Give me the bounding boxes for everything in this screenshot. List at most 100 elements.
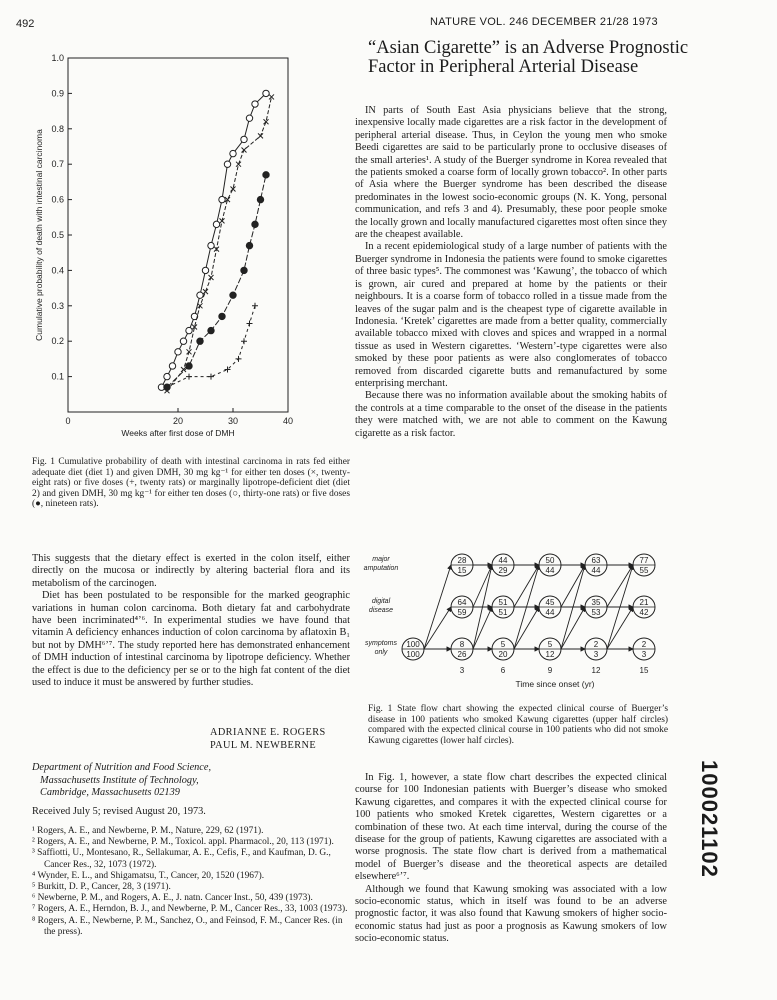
node-upper-value: 64 xyxy=(458,598,467,607)
reference-item: ⁴ Wynder, E. L., and Shigamatsu, T., Can… xyxy=(32,870,265,881)
flow-arrow xyxy=(606,564,635,650)
series-line xyxy=(161,93,267,388)
node-lower-value: 53 xyxy=(592,608,601,617)
data-point xyxy=(235,355,242,362)
journal-header: NATURE VOL. 246 DECEMBER 21/28 1973 xyxy=(430,16,658,28)
flow-arrow xyxy=(423,606,452,650)
data-point xyxy=(256,195,265,204)
node-upper-value: 5 xyxy=(501,640,506,649)
data-point xyxy=(230,186,236,192)
author-name: ADRIANNE E. ROGERS xyxy=(210,727,326,738)
article-title: “Asian Cigarette” is an Adverse Prognost… xyxy=(368,38,689,77)
node-lower-value: 20 xyxy=(499,650,508,659)
time-tick-label: 9 xyxy=(548,666,553,675)
paragraph: IN parts of South East Asia physicians b… xyxy=(355,105,667,241)
paragraph: In Fig. 1, however, a state flow chart d… xyxy=(355,772,667,883)
node-upper-value: 2 xyxy=(642,640,647,649)
node-upper-value: 77 xyxy=(640,556,649,565)
data-point xyxy=(207,326,215,335)
node-upper-value: 63 xyxy=(592,556,601,565)
flow-arrow xyxy=(423,564,453,650)
node-lower-value: 59 xyxy=(458,608,467,617)
row-label: disease xyxy=(369,607,393,614)
right-body-text-2: In Fig. 1, however, a state flow chart d… xyxy=(355,772,667,946)
data-point xyxy=(201,266,210,275)
series-line xyxy=(166,305,256,388)
node-upper-value: 45 xyxy=(546,598,555,607)
data-point xyxy=(186,373,192,380)
data-point xyxy=(207,241,215,250)
received-date: Received July 5; revised August 20, 1973… xyxy=(32,806,206,817)
data-point xyxy=(252,302,258,309)
data-point xyxy=(196,291,204,299)
y-tick-label: 0.3 xyxy=(51,301,64,311)
flow-chart-caption: Fig. 1 State flow chart showing the expe… xyxy=(368,704,668,746)
node-upper-value: 44 xyxy=(499,556,508,565)
data-point xyxy=(212,220,221,229)
author-name: PAUL M. NEWBERNE xyxy=(210,739,317,751)
flow-arrow xyxy=(560,606,586,650)
data-point xyxy=(185,362,193,370)
data-point xyxy=(196,337,204,345)
y-axis-label: Cumulative probability of death with int… xyxy=(34,129,44,341)
series-line xyxy=(166,174,267,388)
page-number: 492 xyxy=(16,18,35,30)
data-point xyxy=(164,384,170,391)
node-lower-value: 44 xyxy=(546,566,555,575)
flow-arrow xyxy=(606,606,634,650)
affiliation-line: Massachusetts Institute of Technology, xyxy=(40,774,199,786)
data-point xyxy=(185,326,193,335)
data-point xyxy=(263,118,269,125)
data-point xyxy=(208,274,214,281)
data-point xyxy=(240,135,248,144)
row-label: major xyxy=(372,556,390,563)
y-tick-label: 0.7 xyxy=(51,159,64,169)
node-lower-value: 3 xyxy=(594,650,599,659)
data-point xyxy=(219,217,225,224)
data-point xyxy=(197,302,203,309)
affiliation-line: Department of Nutrition and Food Science… xyxy=(32,762,212,773)
reference-item: ³ Saffiotti, U., Montesano, R., Sellakum… xyxy=(32,848,331,870)
flow-arrow xyxy=(560,564,587,650)
node-upper-value: 2 xyxy=(594,640,599,649)
right-body-text: IN parts of South East Asia physicians b… xyxy=(355,105,667,440)
data-point xyxy=(245,241,254,250)
row-label: symptoms xyxy=(365,640,397,647)
node-lower-value: 55 xyxy=(640,566,649,575)
data-point xyxy=(246,320,253,327)
reference-item: ⁶ Newberne, P. M., and Rogers, A. E., J.… xyxy=(32,893,313,904)
reference-item: ⁷ Rogers, A. E., Herndon, B. J., and New… xyxy=(32,904,348,915)
data-point xyxy=(224,366,231,373)
paragraph: Because there was no information availab… xyxy=(355,390,667,439)
node-upper-value: 100 xyxy=(406,640,420,649)
row-label: only xyxy=(375,649,388,656)
data-point xyxy=(168,362,177,370)
flow-arrow xyxy=(472,606,493,650)
data-point xyxy=(241,147,247,153)
plot-frame xyxy=(67,57,289,413)
affiliation: Department of Nutrition and Food Science… xyxy=(32,762,332,800)
data-point xyxy=(235,161,242,168)
data-point xyxy=(245,114,254,122)
flow-arrow xyxy=(472,564,493,608)
data-point xyxy=(224,196,231,203)
data-point xyxy=(229,291,237,299)
node-upper-value: 35 xyxy=(592,598,601,607)
y-tick-label: 0.5 xyxy=(51,230,64,240)
flow-arrow xyxy=(560,564,586,608)
node-lower-value: 44 xyxy=(546,608,555,617)
data-point xyxy=(240,266,248,275)
x-tick-label: 40 xyxy=(283,416,293,426)
node-lower-value: 15 xyxy=(458,566,467,575)
time-axis-label: Time since onset (yr) xyxy=(515,679,594,689)
paragraph: In a recent epidemiological study of a l… xyxy=(355,241,667,389)
data-point xyxy=(257,133,264,139)
node-lower-value: 26 xyxy=(458,650,467,659)
data-point xyxy=(180,366,187,373)
node-lower-value: 51 xyxy=(499,608,508,617)
node-upper-value: 5 xyxy=(548,640,553,649)
row-label: amputation xyxy=(364,565,399,572)
y-tick-label: 0.1 xyxy=(51,372,64,382)
data-point xyxy=(262,89,270,98)
state-flow-chart: major amputation digital disease symptoms onl… xyxy=(364,553,656,689)
